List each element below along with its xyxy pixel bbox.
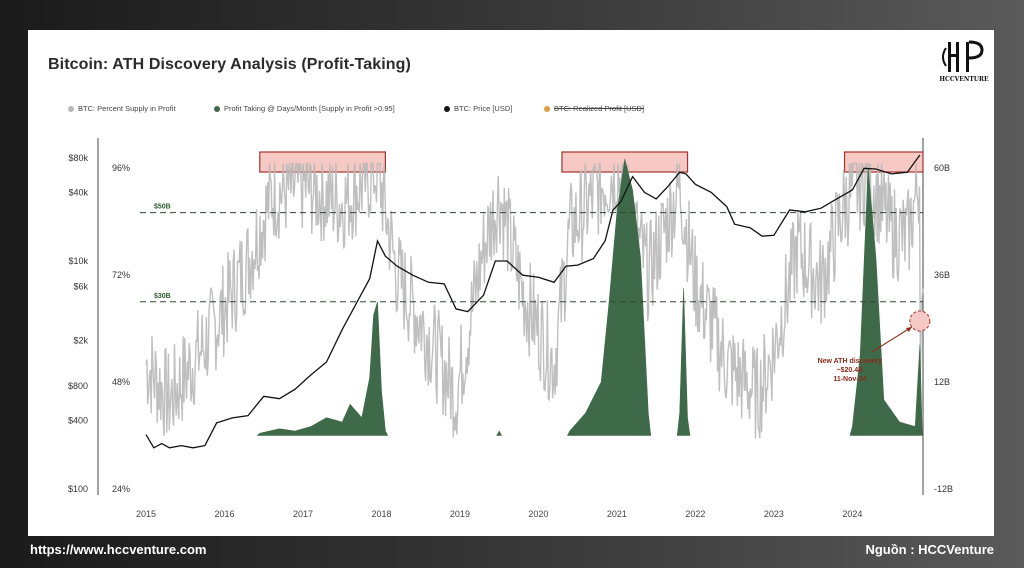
legend-item: BTC: Percent Supply in Profit xyxy=(68,104,176,113)
legend-item: Profit Taking @ Days/Month [Supply in Pr… xyxy=(214,104,395,113)
x-tick-label: 2018 xyxy=(371,509,391,519)
chart-title: Bitcoin: ATH Discovery Analysis (Profit-… xyxy=(48,56,411,73)
annotation-arrow-head xyxy=(905,327,912,332)
profit-taking-area xyxy=(849,167,923,436)
footer-source: Nguồn : HCCVenture xyxy=(865,542,994,557)
profit-taking-area xyxy=(256,301,389,436)
price-tick-label: $2k xyxy=(73,336,88,346)
profit-tick-label: 12B xyxy=(934,377,950,387)
price-tick-label: $40k xyxy=(68,187,88,197)
legend-item: BTC: Price [USD] xyxy=(444,104,512,113)
reference-line-label: $30B xyxy=(154,293,171,300)
legend-dot xyxy=(214,105,220,112)
price-tick-label: $100 xyxy=(68,484,88,494)
footer-website: https://www.hccventure.com xyxy=(30,542,207,557)
legend-label: BTC: Percent Supply in Profit xyxy=(78,104,176,113)
x-tick-label: 2016 xyxy=(214,509,234,519)
legend-dot xyxy=(444,105,450,112)
profit-taking-area xyxy=(676,288,691,436)
legend-item: BTC: Realized Profit [USD] xyxy=(544,104,644,113)
price-tick-label: $400 xyxy=(68,415,88,425)
hccventure-logo: HCCVENTURE xyxy=(936,38,992,86)
legend-dot xyxy=(68,105,74,112)
x-tick-label: 2015 xyxy=(136,509,156,519)
supply-tick-label: 48% xyxy=(112,377,130,387)
price-tick-label: $6k xyxy=(73,281,88,291)
x-tick-label: 2022 xyxy=(685,509,705,519)
x-tick-label: 2024 xyxy=(842,509,862,519)
profit-tick-label: -12B xyxy=(934,484,953,494)
x-tick-label: 2020 xyxy=(528,509,548,519)
logo-mark-icon xyxy=(942,40,984,72)
chart-svg: $50B $30B $80k $40k $10k $6k $2k $800 $400 $100 96… xyxy=(68,138,953,519)
x-tick-label: 2019 xyxy=(450,509,470,519)
x-tick-label: 2021 xyxy=(607,509,627,519)
legend-dot xyxy=(544,105,550,112)
supply-in-profit-line xyxy=(145,161,924,439)
price-tick-label: $80k xyxy=(68,153,88,163)
supply-tick-label: 24% xyxy=(112,484,130,494)
ath-discovery-circle xyxy=(909,310,931,332)
reference-line-label: $50B xyxy=(154,204,171,211)
legend-label: Profit Taking @ Days/Month [Supply in Pr… xyxy=(224,104,395,113)
legend-label: BTC: Realized Profit [USD] xyxy=(554,104,645,113)
price-tick-label: $10k xyxy=(68,256,88,266)
legend-label: BTC: Price [USD] xyxy=(454,104,513,113)
logo-text: HCCVENTURE xyxy=(939,76,989,83)
annotation-arrow-line xyxy=(871,326,913,353)
annotation-text: ~$20.4B xyxy=(837,367,864,374)
btc-price-line xyxy=(145,154,921,449)
price-tick-label: $800 xyxy=(68,381,88,391)
profit-tick-label: 36B xyxy=(934,270,950,280)
x-tick-label: 2023 xyxy=(764,509,784,519)
annotation-text: 11-Nov-24 xyxy=(833,376,866,383)
profit-taking-area xyxy=(496,430,502,436)
supply-tick-label: 96% xyxy=(112,163,130,173)
chart-card: Bitcoin: ATH Discovery Analysis (Profit-… xyxy=(28,30,994,536)
profit-taking-area xyxy=(567,159,652,436)
supply-tick-label: 72% xyxy=(112,270,130,280)
annotation-text: New ATH discovery xyxy=(818,358,883,365)
x-tick-label: 2017 xyxy=(293,509,313,519)
profit-tick-label: 60B xyxy=(934,163,950,173)
